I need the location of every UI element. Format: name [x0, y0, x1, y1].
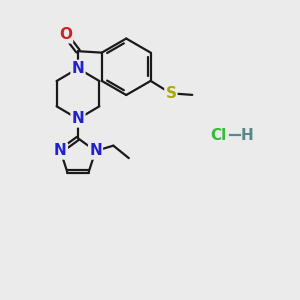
Text: N: N: [89, 143, 102, 158]
Text: O: O: [59, 27, 72, 42]
Text: S: S: [165, 86, 176, 101]
Text: N: N: [72, 111, 84, 126]
Text: H: H: [241, 128, 254, 142]
Text: N: N: [72, 61, 84, 76]
Text: N: N: [54, 143, 67, 158]
Text: Cl: Cl: [210, 128, 226, 142]
